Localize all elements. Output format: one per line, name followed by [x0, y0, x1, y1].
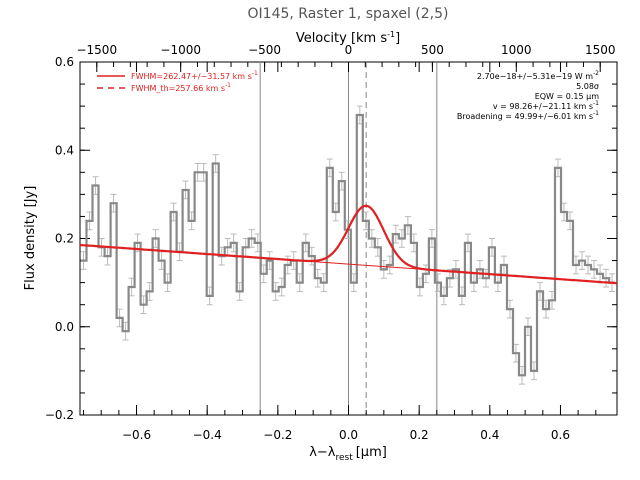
top-tick-label: 500 [421, 43, 444, 57]
top-tick-label: 1500 [585, 43, 616, 57]
x-tick-label: 0.4 [480, 428, 499, 442]
legend-entry-label: FWHM=262.47+/−31.57 km s [131, 72, 252, 81]
x-tick-label: 0.6 [551, 428, 570, 442]
top-axis-label-sup: -1 [387, 30, 395, 39]
y-tick-label: 0.2 [55, 232, 74, 246]
x-axis-label: λ−λrest [μm] [309, 445, 387, 463]
spectrum-step-line [80, 113, 616, 377]
annotation-sup: -2 [593, 70, 599, 77]
top-axis-label-end: ] [395, 31, 400, 46]
top-tick-label: −500 [248, 43, 281, 57]
chart-title: OI145, Raster 1, spaxel (2,5) [248, 6, 449, 22]
gaussian-fit-line [79, 204, 618, 285]
x-tick-label: 0.2 [410, 428, 429, 442]
top-axis-label: Velocity [km s-1] [296, 30, 400, 46]
annotation: Broadening = 49.99+/−6.01 km s-1 [457, 110, 599, 121]
x-tick-label: −0.4 [193, 428, 222, 442]
annotation: v = 98.26+/−21.11 km s-1 [493, 100, 599, 111]
annotation-text: EQW = 0.15 μm [535, 92, 599, 101]
y-tick-label: −0.2 [45, 408, 74, 422]
x-axis-label-unit: [μm] [356, 445, 387, 460]
x-tick-label: 0.0 [339, 428, 358, 442]
annotation: EQW = 0.15 μm [535, 92, 599, 101]
annotation-text: 2.70e−18+/−5.31e−19 W m [477, 72, 593, 81]
legend-entry: FWHM=262.47+/−31.57 km s-1 [131, 70, 258, 81]
legend-entry-label: FWHM_th=257.66 km s [131, 84, 225, 93]
annotation: 5.08σ [576, 82, 599, 91]
legend-entry-sup: -1 [225, 82, 231, 89]
y-tick-label: 0.4 [55, 143, 74, 157]
plot-area: −0.6 −0.4 −0.2 0.0 0.2 0.4 0.6−1500 −1000 −500 0 5… [45, 43, 618, 442]
y-tick-label: 0.6 [55, 55, 74, 69]
x-axis-label-text: λ−λ [309, 445, 336, 460]
x-tick-label: −0.6 [122, 428, 151, 442]
top-tick-label: 1000 [501, 43, 532, 57]
y-axis-label: Flux density [Jy] [23, 186, 38, 291]
annotation-text: v = 98.26+/−21.11 km s [493, 102, 593, 111]
x-tick-label: −0.2 [263, 428, 292, 442]
y-tick-label: 0.0 [55, 320, 74, 334]
top-tick-label: 0 [345, 43, 353, 57]
legend-entry: FWHM_th=257.66 km s-1 [131, 82, 231, 93]
legend-entry-sup: -1 [252, 70, 258, 77]
top-tick-label: −1000 [160, 43, 201, 57]
annotation-text: Broadening = 49.99+/−6.01 km s [457, 112, 593, 121]
annotation-text: 5.08σ [576, 82, 599, 91]
top-axis-label-text: Velocity [km s [296, 31, 388, 46]
x-axis-label-sub: rest [335, 453, 353, 463]
annotation-sup: -1 [593, 110, 599, 117]
annotation-sup: -1 [593, 100, 599, 107]
annotation: 2.70e−18+/−5.31e−19 W m-2 [477, 70, 599, 81]
top-tick-label: −1500 [76, 43, 117, 57]
